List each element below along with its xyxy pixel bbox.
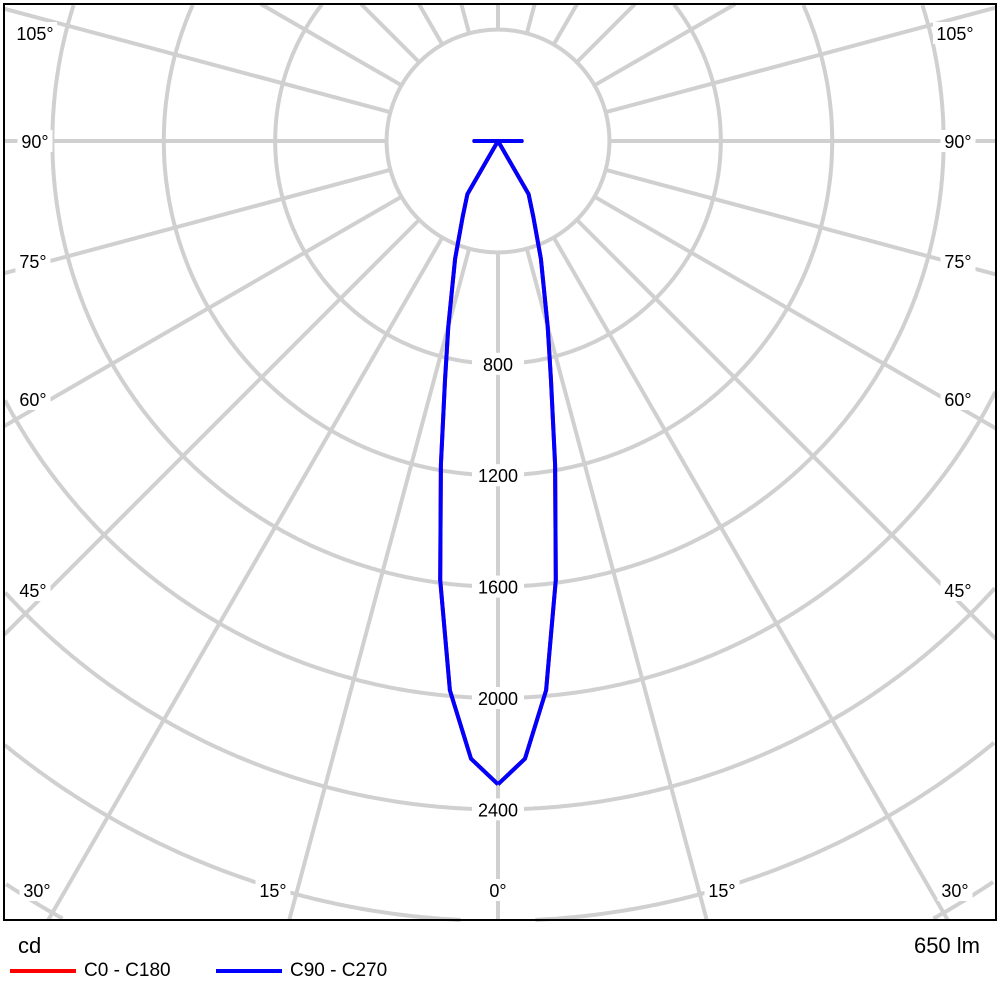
grid-ring [273,3,723,366]
grid-spoke [605,5,997,115]
legend-swatch-red [10,969,76,973]
grid-spoke [359,2,421,64]
legend-item-c0: C0 - C180 [10,960,171,982]
angle-label-bg [940,130,976,152]
grid-spoke [287,248,472,921]
angle-labels: 105° 90° 75° 60° 45° 30° 15° 105° 90° 75° 60° 45° 30… [13,22,977,901]
angle-label-bg [940,579,976,601]
angle-label: 90° [944,132,971,152]
angle-label: 45° [944,581,971,601]
grid-spoke [551,3,579,46]
grid-spoke [259,2,403,88]
angle-label-bg [940,388,976,410]
angle-label-bg [15,388,51,410]
radial-label-bg [472,687,524,709]
curve-c90-c270 [438,139,558,786]
grid-ring [161,4,835,478]
angle-label: 60° [944,390,971,410]
grid-spoke [524,248,709,921]
radial-tick-label: 2400 [478,800,518,820]
grid-spoke [3,194,403,428]
radial-label-bg [472,352,524,375]
grid-spoke [575,218,998,641]
angle-label: 30° [23,881,50,901]
grid-ring [3,741,996,922]
radial-label-bg [472,464,524,487]
angle-label-bg [937,879,973,901]
angle-label: 105° [16,24,53,44]
angle-label-bg [15,579,51,601]
angle-label: 105° [936,24,973,44]
radial-tick-labels: 800 1200 1600 2000 2400 [472,352,524,821]
angle-label-bg [17,130,53,152]
angle-label: 75° [19,252,46,272]
angle-label-bg [255,879,291,901]
angle-label: 15° [708,881,735,901]
angle-label: 15° [259,881,286,901]
grid-spoke [605,167,997,277]
unit-label: cd [18,933,42,958]
grid-ring [3,390,998,700]
angle-label-bg [19,879,55,901]
radial-tick-label: 2000 [478,689,518,709]
grid-spoke [459,3,472,34]
grid-ring [3,586,997,812]
angle-label: 0° [489,881,506,901]
grid-spoke [417,3,445,46]
angle-label: 30° [941,881,968,901]
flux-label: 650 lm [913,933,980,958]
angle-label-bg [15,250,51,272]
radial-label-bg [472,575,524,598]
angle-label: 60° [19,390,46,410]
radial-label-bg [472,798,524,821]
angle-label-bg [933,22,977,44]
chart-frame [3,3,997,921]
grid-spoke [2,218,421,637]
legend-item-c90: C90 - C270 [216,960,387,982]
angle-label-bg [940,250,976,272]
grid-spoke [593,194,998,431]
grid-spoke [524,3,537,34]
curves [438,139,558,786]
grid-spoke [3,167,391,276]
grid-spoke [3,6,391,115]
angle-label-bg [485,879,511,901]
grid-spoke [46,236,445,921]
legend-label: C0 - C180 [84,960,171,981]
legend-label: C90 - C270 [290,960,388,981]
grid-spoke [551,236,950,921]
grid-spoke [593,2,737,88]
angle-label: 75° [944,252,971,272]
grid-spoke [575,2,637,64]
radial-tick-label: 1600 [478,578,518,598]
angle-label: 45° [19,581,46,601]
radial-tick-label: 1200 [478,466,518,486]
legend-swatch-blue [216,969,282,973]
radial-tick-label: 800 [483,355,513,375]
angle-label: 90° [21,132,48,152]
angle-label-bg [13,22,57,44]
angle-label-bg [704,879,740,901]
